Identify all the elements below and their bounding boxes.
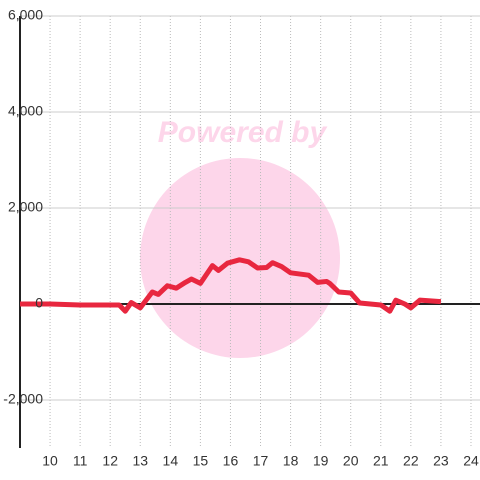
x-tick-label: 14 <box>163 453 179 469</box>
x-tick-label: 16 <box>223 453 239 469</box>
watermark-text: Powered by <box>158 116 328 149</box>
x-tick-label: 15 <box>193 453 209 469</box>
x-tick-label: 10 <box>42 453 58 469</box>
y-tick-label: 4,000 <box>8 103 43 119</box>
x-tick-label: 23 <box>433 453 449 469</box>
x-tick-label: 20 <box>343 453 359 469</box>
x-tick-label: 22 <box>403 453 419 469</box>
y-tick-label: 6,000 <box>8 7 43 23</box>
y-tick-label: 2,000 <box>8 199 43 215</box>
x-tick-label: 24 <box>463 453 479 469</box>
x-tick-label: 12 <box>102 453 118 469</box>
x-tick-label: 11 <box>73 453 88 469</box>
x-tick-label: 21 <box>373 453 389 469</box>
y-tick-label: -2,000 <box>3 391 43 407</box>
x-tick-label: 19 <box>313 453 329 469</box>
y-tick-label: 0 <box>35 295 43 311</box>
data-line <box>20 257 442 314</box>
x-tick-label: 18 <box>283 453 299 469</box>
x-tick-label: 17 <box>253 453 269 469</box>
x-tick-label: 13 <box>132 453 148 469</box>
